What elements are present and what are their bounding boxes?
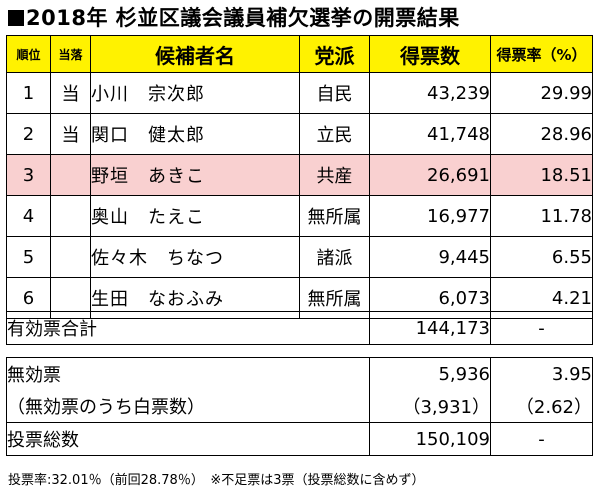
cell-votes: 9,445 [369,236,491,278]
cell-rank: 4 [6,195,51,237]
cell-party: 立民 [299,113,370,155]
cell-party: 無所属 [299,195,370,237]
cell-rate: 28.96 [490,113,593,155]
candidate-row: 4 奥山 たえこ 無所属 16,977 11.78 [6,195,593,237]
candidate-row: 1 当 小川 宗次郎 自民 43,239 29.99 [6,72,593,114]
valid-label: 有効票合計 [6,311,370,345]
total-rate: - [490,422,593,456]
cell-votes: 41,748 [369,113,491,155]
cell-name: 佐々木 ちなつ [90,236,300,278]
header-row: 順位 当落 候補者名 党派 得票数 得票率（%） [6,35,593,73]
cell-result [50,236,91,278]
cell-rank: 1 [6,72,51,114]
header-rank: 順位 [6,35,51,73]
cell-rank: 2 [6,113,51,155]
cell-result: 当 [50,113,91,155]
valid-votes: 144,173 [369,311,491,345]
total-label: 投票総数 [6,422,370,456]
blank-row: （無効票のうち白票数） （3,931） （2.62） [6,390,593,423]
cell-result [50,195,91,237]
blank-label: （無効票のうち白票数） [6,390,370,423]
cell-rate: 11.78 [490,195,593,237]
cell-rank: 5 [6,236,51,278]
cell-rank: 3 [6,154,51,196]
total-votes: 150,109 [369,422,491,456]
candidate-row: 5 佐々木 ちなつ 諸派 9,445 6.55 [6,236,593,278]
cell-result: 当 [50,72,91,114]
cell-votes: 16,977 [369,195,491,237]
results-table: 順位 当落 候補者名 党派 得票数 得票率（%） 1 当 小川 宗次郎 自民 4… [6,35,593,319]
invalid-row: 無効票 5,936 3.95 [6,357,593,390]
footnote: 投票率:32.01％（前回28.78％） ※不足票は3票（投票総数に含めず） [8,473,425,488]
total-votes-row: 投票総数 150,109 - [6,422,593,456]
cell-rate: 18.51 [490,154,593,196]
cell-party: 自民 [299,72,370,114]
title-text: 2018年 杉並区議会議員補欠選挙の開票結果 [26,6,460,30]
cell-name: 奥山 たえこ [90,195,300,237]
invalid-votes: 5,936 [369,357,491,390]
valid-total-row: 有効票合計 144,173 - [6,311,593,345]
cell-name: 野垣 あきこ [90,154,300,196]
candidate-row: 2 当 関口 健太郎 立民 41,748 28.96 [6,113,593,155]
header-party: 党派 [299,35,370,73]
candidate-row-highlighted: 3 野垣 あきこ 共産 26,691 18.51 [6,154,593,196]
cell-party: 共産 [299,154,370,196]
cell-votes: 43,239 [369,72,491,114]
page-title: 2018年 杉並区議会議員補欠選挙の開票結果 [8,4,460,32]
cell-name: 関口 健太郎 [90,113,300,155]
cell-rate: 6.55 [490,236,593,278]
blank-votes: （3,931） [369,390,491,423]
header-result: 当落 [50,35,91,73]
cell-name: 小川 宗次郎 [90,72,300,114]
valid-rate: - [490,311,593,345]
cell-party: 諸派 [299,236,370,278]
totals-table: 有効票合計 144,173 - 無効票 5,936 3.95 （無効票のうち白票… [6,311,593,456]
cell-votes: 26,691 [369,154,491,196]
spacer-row [6,344,593,358]
cell-rate: 29.99 [490,72,593,114]
invalid-label: 無効票 [6,357,370,390]
square-bullet-icon [8,10,24,26]
header-rate: 得票率（%） [490,35,593,73]
header-votes: 得票数 [369,35,491,73]
invalid-rate: 3.95 [490,357,593,390]
blank-rate: （2.62） [490,390,593,423]
header-candidate: 候補者名 [90,35,300,73]
cell-result [50,154,91,196]
